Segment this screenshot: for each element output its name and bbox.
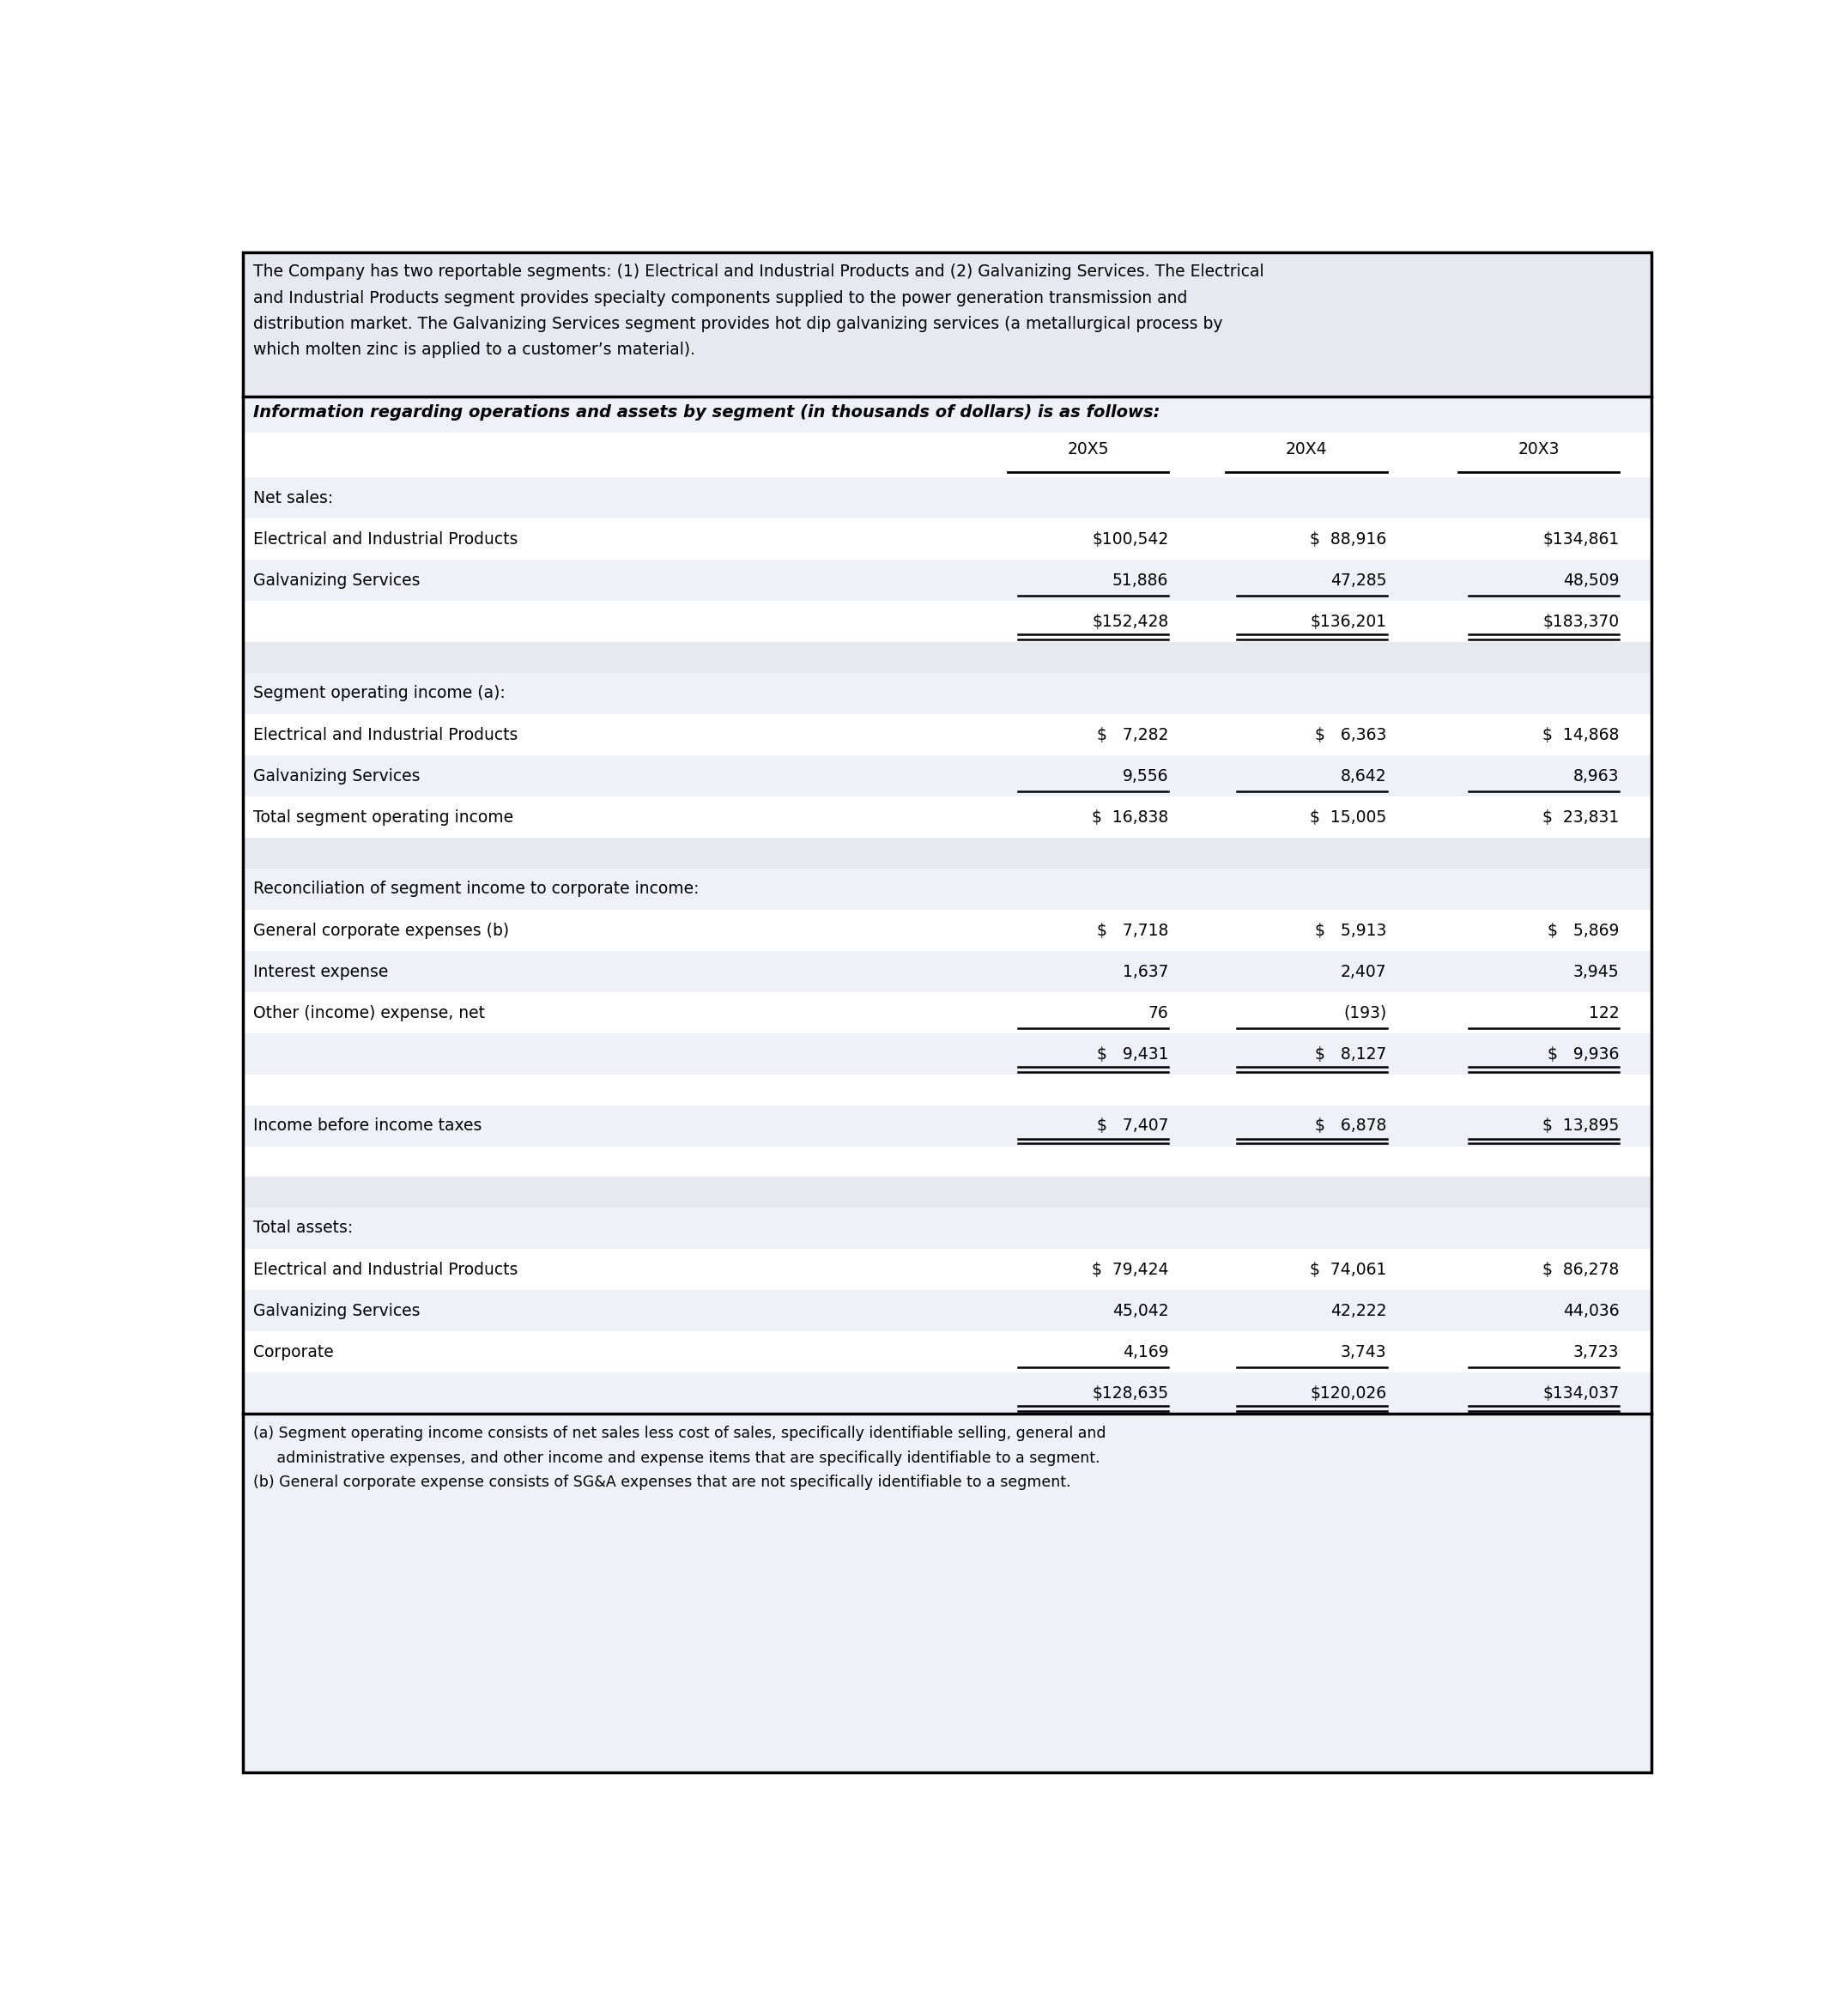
Text: 48,509: 48,509 — [1563, 571, 1619, 589]
Text: 20X5: 20X5 — [1066, 441, 1109, 457]
Text: 51,886: 51,886 — [1112, 571, 1168, 589]
Text: $   5,913: $ 5,913 — [1316, 922, 1386, 938]
Bar — [242, 1105, 1652, 1147]
Text: 45,042: 45,042 — [1112, 1303, 1168, 1319]
Bar — [242, 1249, 1652, 1289]
Text: $136,201: $136,201 — [1310, 614, 1386, 630]
Text: Interest expense: Interest expense — [253, 964, 388, 980]
Text: Reconciliation of segment income to corporate income:: Reconciliation of segment income to corp… — [253, 880, 699, 898]
Text: (a) Segment operating income consists of net sales less cost of sales, specifica: (a) Segment operating income consists of… — [253, 1426, 1105, 1466]
Bar — [242, 868, 1652, 910]
Text: 47,285: 47,285 — [1331, 571, 1386, 589]
Text: Information regarding operations and assets by segment (in thousands of dollars): Information regarding operations and ass… — [253, 403, 1161, 421]
Text: Net sales:: Net sales: — [253, 489, 333, 505]
Text: 20X3: 20X3 — [1517, 441, 1560, 457]
Text: 3,723: 3,723 — [1573, 1343, 1619, 1359]
Text: $   7,407: $ 7,407 — [1098, 1119, 1168, 1135]
Text: 76: 76 — [1148, 1005, 1168, 1021]
Bar — [242, 397, 1652, 433]
Bar — [242, 559, 1652, 602]
Text: $   7,718: $ 7,718 — [1098, 922, 1168, 938]
Bar — [242, 838, 1652, 868]
Bar — [242, 1207, 1652, 1249]
Text: Galvanizing Services: Galvanizing Services — [253, 1303, 419, 1319]
Text: 2,407: 2,407 — [1342, 964, 1386, 980]
Text: Corporate: Corporate — [253, 1343, 333, 1359]
Text: $152,428: $152,428 — [1092, 614, 1168, 630]
Text: Galvanizing Services: Galvanizing Services — [253, 768, 419, 784]
Text: Total assets:: Total assets: — [253, 1219, 353, 1237]
Text: 20X4: 20X4 — [1286, 441, 1327, 457]
Text: $  15,005: $ 15,005 — [1310, 810, 1386, 826]
Bar — [242, 602, 1652, 642]
Text: Segment operating income (a):: Segment operating income (a): — [253, 686, 505, 702]
Bar — [242, 714, 1652, 756]
Bar — [242, 433, 1652, 477]
Bar — [242, 796, 1652, 838]
Text: $  14,868: $ 14,868 — [1543, 726, 1619, 744]
Text: $  88,916: $ 88,916 — [1310, 531, 1386, 547]
Text: Electrical and Industrial Products: Electrical and Industrial Products — [253, 531, 517, 547]
Bar — [242, 950, 1652, 992]
Text: 44,036: 44,036 — [1563, 1303, 1619, 1319]
Bar — [242, 1414, 1652, 1772]
Text: $100,542: $100,542 — [1092, 531, 1168, 547]
Text: $   6,878: $ 6,878 — [1316, 1119, 1386, 1135]
Text: Electrical and Industrial Products: Electrical and Industrial Products — [253, 1261, 517, 1277]
Text: $134,861: $134,861 — [1543, 531, 1619, 547]
Text: 3,743: 3,743 — [1342, 1343, 1386, 1359]
Bar — [242, 1147, 1652, 1177]
Bar — [242, 1177, 1652, 1207]
Text: (193): (193) — [1343, 1005, 1386, 1021]
Bar — [242, 1289, 1652, 1331]
Text: $   6,363: $ 6,363 — [1316, 726, 1386, 744]
Text: 8,963: 8,963 — [1573, 768, 1619, 784]
Bar — [242, 910, 1652, 950]
Bar — [242, 756, 1652, 796]
Text: 8,642: 8,642 — [1342, 768, 1386, 784]
Bar — [242, 1075, 1652, 1105]
Bar — [242, 1373, 1652, 1414]
Text: 122: 122 — [1589, 1005, 1619, 1021]
Text: $  79,424: $ 79,424 — [1092, 1261, 1168, 1277]
Text: $   9,431: $ 9,431 — [1098, 1047, 1168, 1063]
Text: General corporate expenses (b): General corporate expenses (b) — [253, 922, 508, 938]
Text: $183,370: $183,370 — [1543, 614, 1619, 630]
Bar — [242, 477, 1652, 519]
Bar — [242, 1035, 1652, 1075]
Text: Total segment operating income: Total segment operating income — [253, 810, 514, 826]
Text: $  16,838: $ 16,838 — [1092, 810, 1168, 826]
Bar — [242, 674, 1652, 714]
Text: 42,222: 42,222 — [1331, 1303, 1386, 1319]
Text: $   5,869: $ 5,869 — [1547, 922, 1619, 938]
Text: Income before income taxes: Income before income taxes — [253, 1119, 482, 1135]
Bar — [242, 642, 1652, 674]
Text: Other (income) expense, net: Other (income) expense, net — [253, 1005, 484, 1021]
Text: $134,037: $134,037 — [1543, 1385, 1619, 1401]
Text: 3,945: 3,945 — [1573, 964, 1619, 980]
Text: $  86,278: $ 86,278 — [1543, 1261, 1619, 1277]
Text: 1,637: 1,637 — [1122, 964, 1168, 980]
Text: 9,556: 9,556 — [1122, 768, 1168, 784]
Bar — [242, 253, 1652, 397]
Bar — [242, 1331, 1652, 1373]
Text: $   8,127: $ 8,127 — [1316, 1047, 1386, 1063]
Text: $   9,936: $ 9,936 — [1547, 1047, 1619, 1063]
Text: The Company has two reportable segments: (1) Electrical and Industrial Products : The Company has two reportable segments:… — [253, 265, 1264, 359]
Text: $  74,061: $ 74,061 — [1310, 1261, 1386, 1277]
Bar — [242, 992, 1652, 1035]
Text: $120,026: $120,026 — [1310, 1385, 1386, 1401]
Text: 4,169: 4,169 — [1122, 1343, 1168, 1359]
Text: $  23,831: $ 23,831 — [1543, 810, 1619, 826]
Text: $128,635: $128,635 — [1092, 1385, 1168, 1401]
Text: $   7,282: $ 7,282 — [1098, 726, 1168, 744]
Text: (b) General corporate expense consists of SG&A expenses that are not specificall: (b) General corporate expense consists o… — [253, 1476, 1070, 1490]
Text: $  13,895: $ 13,895 — [1543, 1119, 1619, 1135]
Text: Galvanizing Services: Galvanizing Services — [253, 571, 419, 589]
Bar — [242, 519, 1652, 559]
Text: Electrical and Industrial Products: Electrical and Industrial Products — [253, 726, 517, 744]
